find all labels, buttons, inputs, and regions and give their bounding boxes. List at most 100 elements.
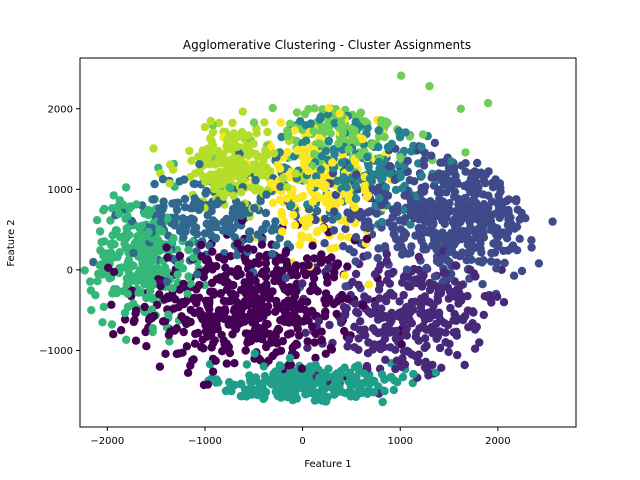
point-cluster-1: [419, 271, 428, 280]
point-cluster-2: [512, 195, 521, 204]
point-cluster-0: [131, 336, 141, 345]
point-cluster-4: [386, 169, 395, 178]
point-cluster-0: [281, 248, 290, 258]
point-cluster-1: [444, 347, 453, 357]
point-cluster-9: [328, 158, 337, 167]
point-cluster-2: [504, 205, 513, 215]
point-cluster-2: [329, 226, 339, 235]
point-cluster-3: [218, 226, 228, 235]
point-cluster-2: [377, 200, 387, 210]
point-cluster-1: [395, 297, 404, 306]
point-cluster-1: [374, 265, 383, 275]
point-cluster-2: [459, 202, 468, 211]
point-cluster-3: [149, 195, 158, 204]
y-axis: −1000 0 1000 2000: [39, 104, 80, 357]
point-cluster-1: [343, 342, 352, 351]
point-cluster-8: [252, 129, 261, 138]
point-cluster-2: [507, 243, 516, 252]
point-cluster-0: [268, 351, 277, 361]
point-cluster-4: [317, 152, 327, 161]
point-cluster-1: [350, 343, 359, 352]
point-cluster-1: [441, 338, 450, 347]
point-cluster-5: [302, 388, 312, 397]
point-cluster-1: [391, 345, 400, 354]
point-cluster-0: [197, 342, 206, 352]
point-cluster-1: [364, 338, 373, 347]
point-cluster-0: [285, 301, 294, 311]
point-cluster-1: [382, 297, 391, 306]
point-cluster-3: [158, 175, 168, 184]
point-cluster-2: [419, 245, 428, 254]
point-cluster-6: [135, 266, 145, 275]
point-cluster-0: [199, 272, 208, 282]
point-cluster-0: [325, 294, 334, 303]
point-cluster-0: [170, 326, 179, 335]
point-cluster-2: [428, 228, 437, 237]
point-cluster-0: [163, 292, 172, 301]
x-tick-label: −2000: [90, 436, 124, 447]
point-cluster-0: [211, 356, 220, 365]
point-cluster-8: [194, 152, 203, 161]
point-cluster-0: [201, 296, 211, 305]
point-cluster-1: [479, 310, 488, 320]
point-cluster-2: [504, 195, 513, 204]
point-cluster-0: [261, 319, 271, 328]
point-cluster-0: [397, 340, 406, 349]
point-cluster-2: [331, 190, 341, 200]
point-cluster-4: [337, 158, 347, 167]
point-cluster-1: [351, 299, 360, 308]
point-cluster-2: [430, 272, 440, 281]
point-cluster-2: [341, 282, 350, 291]
point-cluster-3: [150, 179, 159, 189]
point-cluster-2: [469, 172, 478, 181]
point-cluster-9: [266, 179, 276, 188]
point-cluster-0: [300, 305, 310, 315]
point-cluster-0: [208, 367, 218, 376]
point-cluster-1: [339, 302, 349, 312]
point-cluster-2: [488, 183, 498, 192]
point-cluster-2: [517, 266, 527, 276]
point-cluster-0: [163, 253, 172, 262]
point-cluster-6: [115, 248, 124, 257]
point-cluster-1: [391, 334, 401, 343]
point-cluster-2: [423, 204, 432, 213]
point-cluster-0: [323, 278, 332, 287]
point-cluster-7: [249, 118, 259, 127]
point-cluster-4: [277, 132, 286, 142]
point-cluster-1: [444, 294, 453, 303]
point-cluster-0: [288, 343, 297, 353]
point-cluster-0: [116, 326, 126, 335]
point-cluster-1: [470, 344, 480, 353]
point-cluster-0: [340, 326, 349, 336]
point-cluster-2: [470, 191, 480, 200]
point-cluster-0: [231, 291, 240, 300]
point-cluster-2: [434, 185, 444, 194]
point-cluster-6: [91, 291, 100, 300]
point-cluster-2: [403, 156, 412, 165]
point-cluster-2: [343, 208, 352, 217]
point-cluster-0: [317, 250, 326, 259]
point-cluster-1: [472, 322, 481, 332]
point-cluster-5: [240, 385, 250, 394]
point-cluster-2: [476, 244, 485, 253]
point-cluster-4: [374, 126, 383, 135]
point-cluster-1: [451, 292, 460, 302]
point-cluster-8: [259, 151, 268, 161]
point-cluster-4: [351, 117, 360, 127]
point-cluster-2: [463, 240, 472, 249]
point-cluster-9: [312, 178, 321, 188]
point-cluster-7: [315, 139, 324, 148]
point-cluster-5: [285, 353, 295, 363]
point-cluster-7: [368, 139, 377, 149]
point-cluster-1: [354, 334, 363, 343]
point-cluster-8: [200, 123, 210, 132]
point-cluster-0: [182, 319, 191, 329]
point-cluster-0: [311, 353, 320, 363]
point-cluster-6: [184, 272, 193, 281]
point-cluster-1: [433, 311, 442, 320]
point-cluster-0: [175, 251, 185, 260]
point-cluster-8: [217, 176, 226, 185]
point-cluster-7: [418, 130, 428, 139]
point-cluster-4: [417, 171, 426, 180]
